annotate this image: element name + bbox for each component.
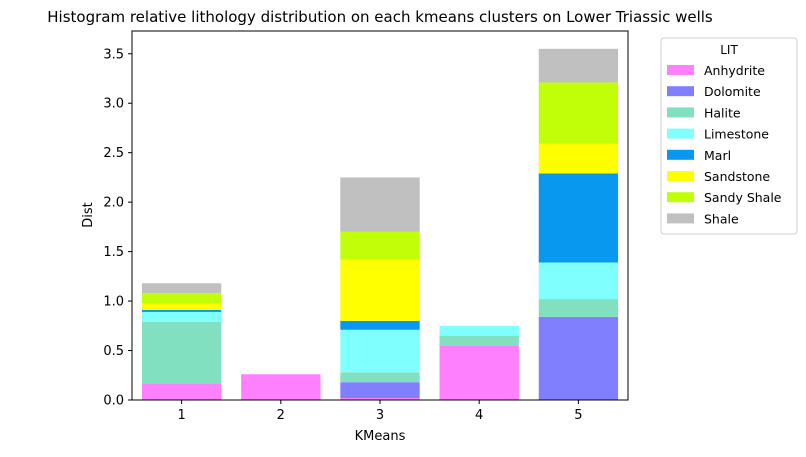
legend-swatch — [667, 213, 694, 224]
legend-label: Limestone — [704, 127, 769, 142]
x-axis-label: KMeans — [355, 429, 406, 444]
bar-segment-anhydrite-1 — [141, 383, 222, 400]
legend-swatch — [667, 86, 694, 97]
bar-segment-sandy-shale-1 — [141, 293, 222, 304]
y-tick-label: 0.5 — [103, 344, 124, 359]
x-tick-label: 5 — [574, 408, 582, 423]
legend-swatch — [667, 107, 694, 118]
bar-segment-anhydrite-2 — [241, 374, 321, 400]
bar-segment-sandy-shale-3 — [340, 231, 420, 260]
x-tick-label: 2 — [277, 408, 285, 423]
bar-segment-marl-3 — [340, 320, 420, 330]
y-tick-label: 2.0 — [103, 196, 124, 211]
y-tick-label: 1.0 — [103, 295, 124, 310]
bar-segment-limestone-4 — [439, 325, 519, 336]
bars-layer — [141, 48, 619, 400]
legend-swatch — [667, 65, 694, 75]
bar-segment-halite-1 — [141, 321, 222, 384]
y-tick-label: 1.5 — [103, 245, 124, 260]
legend-swatch — [667, 128, 694, 139]
x-tick-label: 4 — [475, 408, 483, 423]
bar-segment-shale-3 — [340, 177, 420, 232]
bar-segment-halite-3 — [340, 372, 420, 383]
axes-layer: 1 2 3 4 5 0.0 0.5 1.0 1.5 2.0 2.5 3.0 3.5 — [103, 30, 629, 423]
bar-segment-sandstone-1 — [141, 303, 222, 310]
bar-segment-sandstone-3 — [340, 259, 420, 321]
legend-label: Marl — [704, 148, 731, 163]
bar-segment-shale-5 — [538, 48, 619, 83]
bar-segment-halite-5 — [538, 299, 619, 317]
bar-segment-marl-5 — [538, 173, 619, 263]
legend-label: Sandstone — [704, 169, 770, 184]
bar-segment-shale-1 — [141, 283, 222, 294]
y-tick-label: 3.5 — [103, 47, 124, 62]
legend-swatch — [667, 171, 694, 181]
legend: LIT Anhydrite Dolomite Halite Limestone Marl S… — [660, 37, 798, 235]
bar-segment-limestone-3 — [340, 329, 420, 373]
bar-segment-limestone-1 — [141, 311, 222, 322]
bar-segment-anhydrite-3 — [340, 398, 420, 400]
bar-segment-limestone-5 — [538, 262, 619, 300]
legend-box — [660, 37, 798, 235]
y-tick-label: 3.0 — [103, 97, 124, 112]
y-axis-label: Dist — [81, 202, 96, 228]
legend-label: Shale — [704, 211, 739, 226]
x-tick-label: 1 — [177, 408, 185, 423]
legend-title: LIT — [720, 43, 738, 57]
bar-segment-dolomite-5 — [538, 316, 619, 400]
legend-swatch — [667, 149, 694, 160]
legend-label: Sandy Shale — [704, 190, 782, 205]
legend-swatch — [667, 192, 694, 203]
bar-segment-marl-1 — [141, 309, 222, 312]
bar-segment-sandstone-5 — [538, 143, 619, 174]
x-tick-label: 3 — [376, 408, 384, 423]
y-tick-label: 2.5 — [103, 146, 124, 161]
chart-title: Histogram relative lithology distributio… — [47, 8, 713, 26]
legend-label: Anhydrite — [704, 63, 765, 78]
legend-label: Dolomite — [704, 84, 761, 99]
bar-segment-dolomite-3 — [340, 382, 420, 399]
y-tick-label: 0.0 — [103, 394, 124, 409]
bar-segment-halite-4 — [439, 335, 519, 346]
bar-segment-sandy-shale-5 — [538, 82, 619, 144]
bar-segment-anhydrite-4 — [439, 345, 519, 400]
legend-label: Halite — [704, 105, 741, 120]
